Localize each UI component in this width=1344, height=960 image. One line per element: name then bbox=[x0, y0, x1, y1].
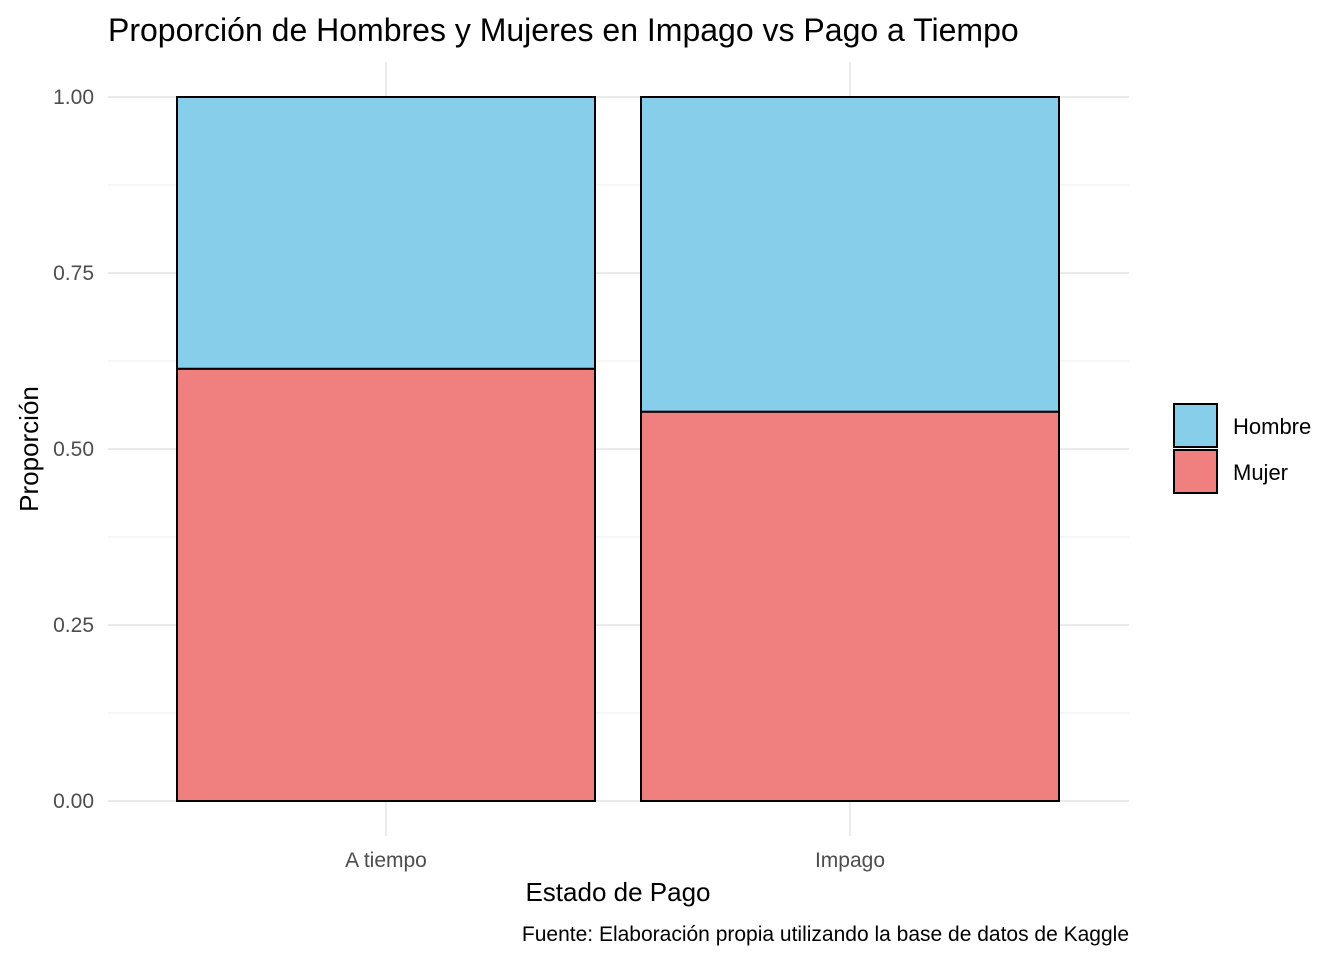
x-tick-label: A tiempo bbox=[345, 849, 427, 872]
legend-label-hombre: Hombre bbox=[1233, 414, 1311, 439]
y-axis-title: Proporción bbox=[14, 386, 44, 512]
x-axis-title: Estado de Pago bbox=[525, 877, 710, 907]
y-tick-label: 0.50 bbox=[53, 438, 94, 461]
bar-segment-hombre bbox=[640, 96, 1060, 413]
x-axis-tick-labels: A tiempo Impago bbox=[345, 849, 885, 872]
caption: Fuente: Elaboración propia utilizando la… bbox=[522, 923, 1129, 946]
chart-title: Proporción de Hombres y Mujeres en Impag… bbox=[108, 12, 1019, 48]
bar-segment-mujer bbox=[640, 410, 1060, 802]
legend-label-mujer: Mujer bbox=[1233, 460, 1288, 485]
bar-segment-mujer bbox=[176, 367, 596, 802]
legend-key-hombre bbox=[1173, 403, 1218, 448]
y-tick-label: 0.75 bbox=[53, 262, 94, 285]
y-axis-tick-labels: 0.00 0.25 0.50 0.75 1.00 bbox=[53, 86, 94, 813]
bar-segment-hombre bbox=[176, 96, 596, 370]
legend-key-mujer bbox=[1173, 449, 1218, 494]
x-tick-label: Impago bbox=[815, 849, 885, 872]
legend: Hombre Mujer bbox=[1173, 403, 1311, 494]
stacked-bars bbox=[176, 96, 1060, 802]
y-tick-label: 0.00 bbox=[53, 790, 94, 813]
y-tick-label: 1.00 bbox=[53, 86, 94, 109]
y-tick-label: 0.25 bbox=[53, 614, 94, 637]
